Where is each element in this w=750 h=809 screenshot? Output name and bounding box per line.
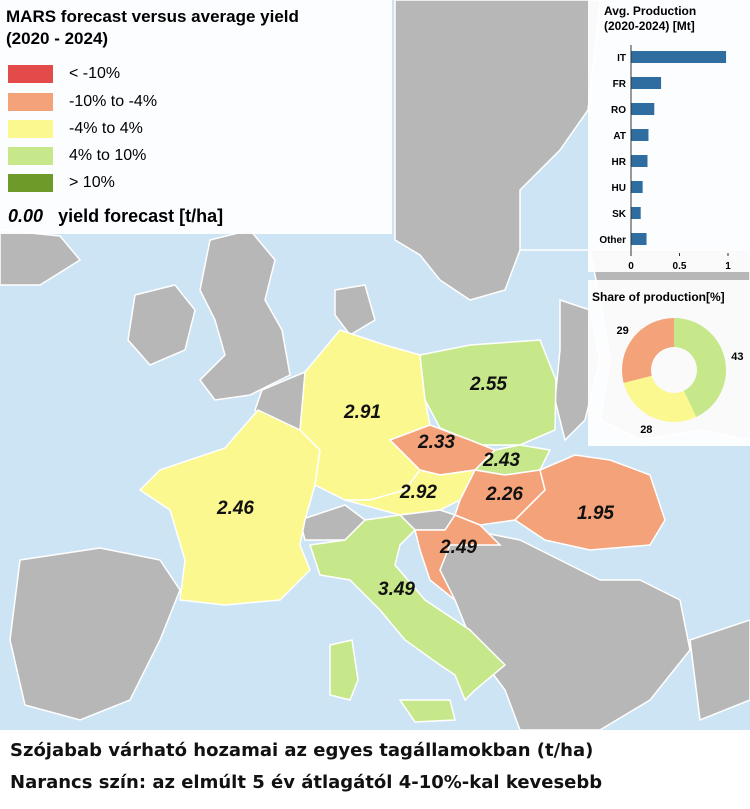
legend-swatch bbox=[8, 93, 53, 111]
country-poland bbox=[419, 339, 557, 446]
legend-label: > 10% bbox=[69, 174, 115, 191]
bar-category-label: Other bbox=[599, 235, 626, 246]
country-values: 2.46 2.91 2.55 2.33 2.43 2.92 2.26 1.95 … bbox=[216, 374, 614, 600]
production-bar bbox=[631, 129, 649, 141]
share-slice bbox=[623, 375, 697, 422]
island-sicily bbox=[398, 699, 456, 723]
forecast-key: 0.00 yield forecast [t/ha] bbox=[8, 206, 223, 227]
production-bar bbox=[631, 181, 643, 193]
legend-label: -10% to -4% bbox=[69, 93, 158, 110]
bar-x-tick-label: 0.5 bbox=[673, 261, 687, 272]
value-label-at: 2.92 bbox=[399, 482, 437, 503]
share-donut-chart: 43 28 29 bbox=[617, 318, 744, 436]
legend-item: -10% to -4% bbox=[8, 92, 157, 112]
value-label-cz: 2.33 bbox=[417, 432, 455, 453]
value-label-sk: 2.43 bbox=[482, 450, 520, 471]
value-label-it: 3.49 bbox=[378, 579, 415, 600]
eu-countries bbox=[138, 329, 666, 723]
bar-x-tick-label: 0 bbox=[628, 261, 634, 272]
production-chart-title-line2: (2020-2024) [Mt] bbox=[604, 19, 695, 33]
legend-swatch bbox=[8, 174, 53, 192]
forecast-key-number: 0.00 bbox=[8, 206, 44, 226]
value-label-hr: 2.49 bbox=[439, 537, 477, 558]
legend-label: -4% to 4% bbox=[69, 120, 143, 137]
production-bar-chart: IT FR RO AT HR HU SK Other 0 0.5 1 bbox=[599, 45, 731, 272]
bar-category-label: SK bbox=[612, 209, 627, 220]
production-bar bbox=[631, 207, 641, 219]
bar-category-label: IT bbox=[617, 53, 626, 64]
bar-x-tick-label: 1 bbox=[725, 261, 731, 272]
production-chart-title-line1: Avg. Production bbox=[604, 4, 697, 18]
production-bar bbox=[631, 155, 648, 167]
bar-category-label: HU bbox=[612, 183, 626, 194]
value-label-de: 2.91 bbox=[343, 402, 381, 423]
legend-title: MARS forecast versus average yield (2020… bbox=[6, 6, 299, 50]
share-slice-label: 29 bbox=[617, 325, 629, 337]
production-bar bbox=[631, 77, 662, 89]
legend-label: 4% to 10% bbox=[69, 147, 147, 164]
share-chart-panel: Share of production[%] 43 28 29 bbox=[588, 280, 750, 446]
legend-title-line1: MARS forecast versus average yield bbox=[6, 7, 299, 26]
legend-swatch bbox=[8, 65, 53, 83]
island-sardinia bbox=[329, 639, 359, 701]
share-slice bbox=[622, 318, 674, 383]
legend-item: 4% to 10% bbox=[8, 146, 146, 166]
legend-label: < -10% bbox=[69, 65, 121, 82]
legend-item: -4% to 4% bbox=[8, 119, 143, 139]
legend-panel: MARS forecast versus average yield (2020… bbox=[0, 0, 392, 234]
production-chart-panel: Avg. Production (2020-2024) [Mt] IT FR RO A… bbox=[588, 0, 750, 272]
legend-item: > 10% bbox=[8, 173, 115, 193]
legend-title-line2: (2020 - 2024) bbox=[6, 29, 109, 48]
value-label-fr: 2.46 bbox=[216, 498, 254, 519]
legend-swatch bbox=[8, 147, 53, 165]
country-italy bbox=[309, 514, 507, 702]
country-croatia bbox=[414, 514, 502, 601]
value-label-hu: 2.26 bbox=[485, 484, 523, 505]
value-label-ro: 1.95 bbox=[577, 503, 614, 524]
share-chart-title: Share of production[%] bbox=[592, 290, 725, 304]
legend-item: < -10% bbox=[8, 64, 120, 84]
production-bar bbox=[631, 103, 655, 115]
share-slice-label: 28 bbox=[640, 424, 652, 436]
forecast-key-label: yield forecast [t/ha] bbox=[58, 206, 224, 226]
country-romania bbox=[513, 454, 666, 551]
share-slice-label: 43 bbox=[731, 351, 743, 363]
bar-category-label: AT bbox=[613, 131, 626, 142]
legend-swatch bbox=[8, 120, 53, 138]
production-chart-title: Avg. Production (2020-2024) [Mt] bbox=[604, 4, 696, 34]
production-bar bbox=[631, 233, 647, 245]
share-slice bbox=[674, 318, 726, 418]
bar-category-label: HR bbox=[612, 157, 627, 168]
bar-category-label: RO bbox=[611, 105, 626, 116]
value-label-pl: 2.55 bbox=[469, 374, 507, 395]
production-bar bbox=[631, 51, 727, 63]
bar-category-label: FR bbox=[613, 79, 627, 90]
caption-line-1: Szójabab várható hozamai az egyes tagáll… bbox=[10, 740, 594, 761]
country-france bbox=[138, 409, 321, 606]
caption-line-2: Narancs szín: az elmúlt 5 év átlagától 4… bbox=[10, 772, 603, 793]
